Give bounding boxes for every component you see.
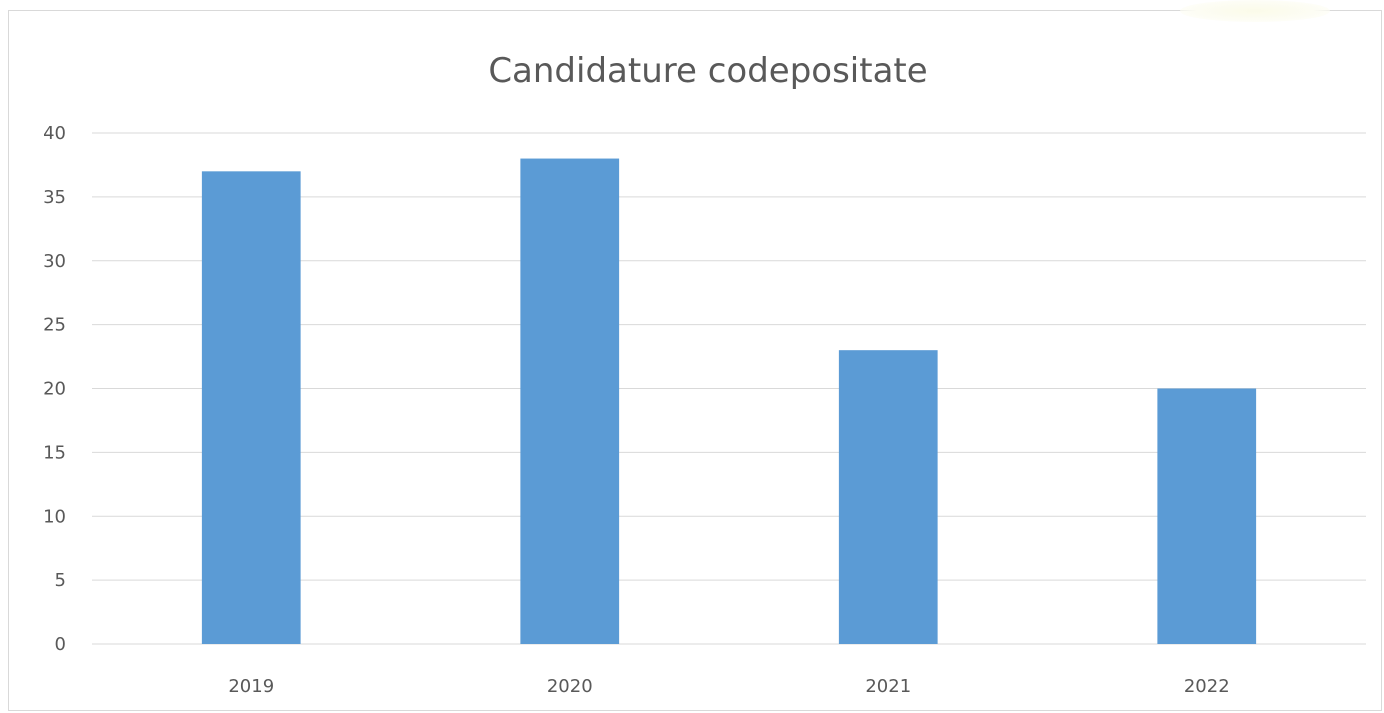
y-tick-label: 25 [43,315,66,336]
y-tick-label: 40 [43,123,66,144]
bars [201,158,1257,645]
chart-title: Candidature codepositate [488,51,927,91]
x-tick-label: 2019 [228,676,274,697]
y-tick-label: 10 [43,506,66,527]
x-tick-label: 2022 [1184,676,1230,697]
background-highlight [1180,0,1330,22]
bar-2022 [1157,388,1257,644]
x-axis-ticks: 2019 2020 2021 2022 [228,676,1229,697]
bar-2020 [520,158,620,645]
y-tick-label: 35 [43,187,66,208]
bar-2019 [201,171,301,644]
y-tick-label: 15 [43,442,66,463]
bar-2021 [838,350,938,644]
y-tick-label: 0 [55,634,66,655]
gridlines [92,132,1366,645]
y-tick-label: 5 [55,570,66,591]
x-tick-label: 2020 [547,676,593,697]
y-tick-label: 30 [43,251,66,272]
y-tick-label: 20 [43,379,66,400]
y-axis-ticks: 0 5 10 15 20 25 30 35 40 [43,123,66,655]
x-tick-label: 2021 [865,676,911,697]
